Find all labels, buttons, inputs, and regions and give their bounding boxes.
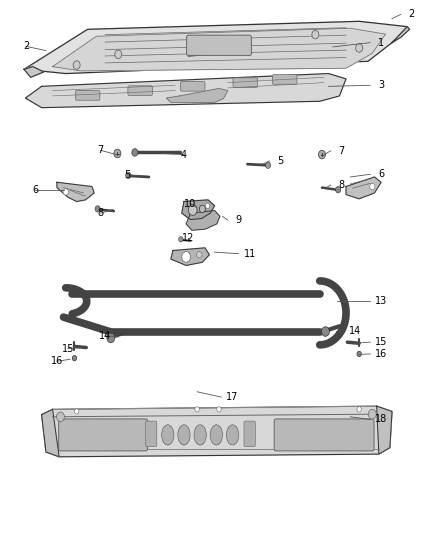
Circle shape: [321, 327, 329, 336]
Ellipse shape: [162, 425, 174, 445]
Circle shape: [312, 30, 319, 39]
Polygon shape: [24, 67, 44, 77]
Circle shape: [107, 333, 115, 343]
Polygon shape: [166, 88, 228, 102]
Circle shape: [195, 407, 199, 412]
Text: 6: 6: [32, 185, 38, 195]
Circle shape: [95, 206, 100, 212]
Circle shape: [74, 409, 79, 414]
Ellipse shape: [194, 425, 206, 445]
Circle shape: [57, 412, 64, 422]
Text: 16: 16: [51, 357, 63, 366]
Polygon shape: [53, 28, 385, 71]
Text: 3: 3: [378, 80, 384, 90]
Text: 9: 9: [236, 215, 242, 225]
Text: 12: 12: [182, 233, 194, 243]
Circle shape: [205, 203, 210, 208]
Circle shape: [115, 50, 122, 59]
FancyBboxPatch shape: [244, 421, 255, 447]
Polygon shape: [42, 406, 392, 457]
Circle shape: [318, 150, 325, 159]
Text: 14: 14: [349, 326, 361, 336]
Text: 13: 13: [375, 296, 387, 305]
Circle shape: [370, 183, 375, 190]
Circle shape: [63, 189, 68, 195]
Circle shape: [126, 172, 131, 179]
Text: 5: 5: [124, 170, 130, 180]
Circle shape: [265, 162, 271, 168]
Polygon shape: [42, 409, 59, 457]
Polygon shape: [25, 74, 346, 108]
Text: 7: 7: [98, 146, 104, 155]
FancyBboxPatch shape: [233, 78, 258, 87]
Polygon shape: [186, 211, 220, 230]
Polygon shape: [57, 182, 94, 201]
Polygon shape: [392, 27, 410, 43]
Circle shape: [72, 356, 77, 361]
Ellipse shape: [210, 425, 223, 445]
Text: 16: 16: [375, 349, 387, 359]
Circle shape: [356, 44, 363, 52]
Ellipse shape: [226, 425, 239, 445]
Polygon shape: [24, 21, 407, 74]
FancyBboxPatch shape: [59, 419, 148, 451]
Circle shape: [182, 252, 191, 262]
Circle shape: [197, 252, 202, 258]
Text: 1: 1: [378, 38, 384, 47]
Text: 5: 5: [277, 156, 283, 166]
Circle shape: [199, 205, 205, 213]
Text: 8: 8: [339, 180, 345, 190]
Text: 17: 17: [226, 392, 238, 402]
Circle shape: [357, 407, 361, 412]
FancyBboxPatch shape: [272, 75, 297, 84]
Circle shape: [217, 407, 221, 412]
Text: 8: 8: [98, 208, 104, 218]
Text: 18: 18: [375, 415, 387, 424]
Text: 15: 15: [62, 344, 74, 353]
Text: 6: 6: [378, 169, 384, 179]
Text: 7: 7: [339, 146, 345, 156]
Circle shape: [336, 187, 341, 193]
Circle shape: [357, 351, 361, 357]
Text: 14: 14: [99, 331, 111, 341]
Ellipse shape: [178, 425, 190, 445]
Circle shape: [132, 149, 138, 156]
Circle shape: [368, 409, 376, 419]
Polygon shape: [182, 200, 215, 220]
Text: 15: 15: [375, 337, 387, 347]
Text: 4: 4: [181, 150, 187, 159]
Polygon shape: [346, 177, 381, 199]
Circle shape: [188, 205, 197, 215]
Text: 2: 2: [409, 10, 415, 19]
FancyBboxPatch shape: [145, 421, 157, 447]
Circle shape: [114, 149, 121, 158]
FancyBboxPatch shape: [75, 91, 100, 100]
Text: 11: 11: [244, 249, 256, 259]
Text: 10: 10: [184, 199, 197, 208]
Circle shape: [73, 61, 80, 69]
FancyBboxPatch shape: [187, 35, 251, 55]
Circle shape: [179, 237, 183, 242]
Polygon shape: [377, 406, 392, 454]
FancyBboxPatch shape: [180, 82, 205, 91]
Polygon shape: [171, 248, 209, 265]
FancyBboxPatch shape: [274, 419, 374, 451]
Text: 2: 2: [23, 42, 29, 51]
FancyBboxPatch shape: [128, 86, 152, 95]
